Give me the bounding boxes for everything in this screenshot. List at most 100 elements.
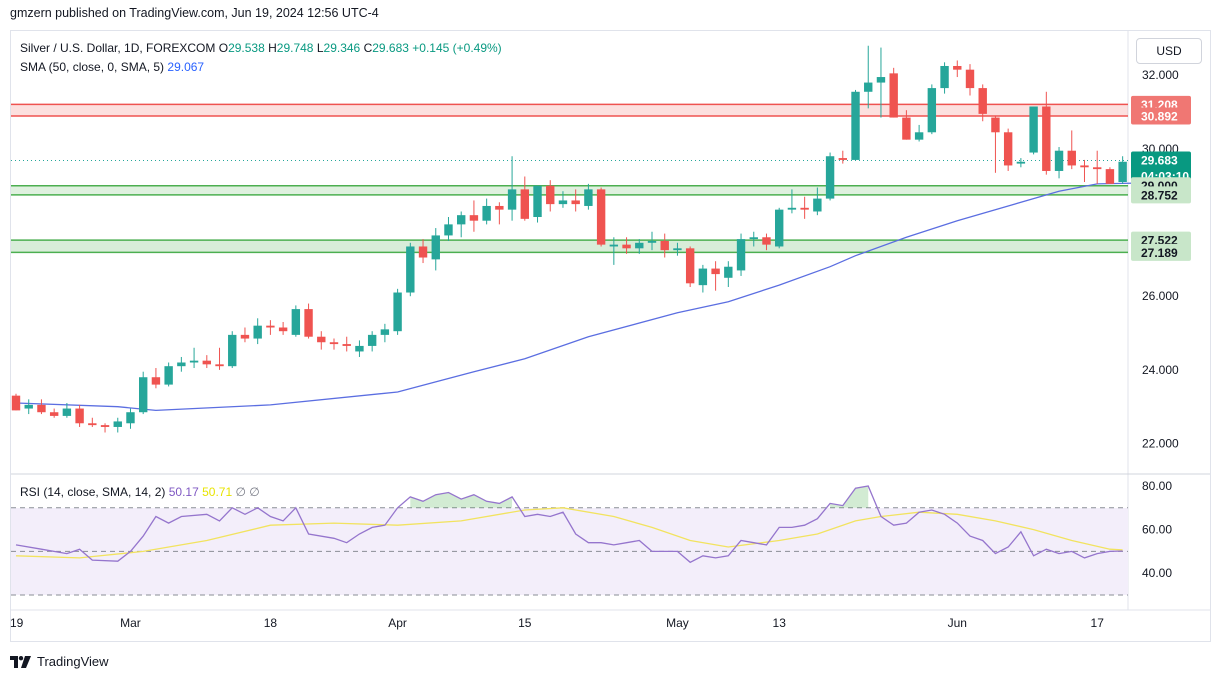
high-label: H — [268, 41, 277, 55]
candle — [367, 331, 377, 352]
candle-body — [240, 334, 250, 339]
candle-body — [291, 309, 301, 335]
candle — [100, 423, 110, 433]
candle-body — [75, 408, 84, 424]
candle — [711, 261, 720, 291]
candle — [864, 45, 873, 109]
resistance-zone — [11, 104, 1128, 117]
candle-body — [520, 189, 529, 219]
candle — [1093, 150, 1102, 184]
candle-body — [889, 73, 898, 118]
candle — [113, 417, 122, 433]
rsi-overbought-fill — [410, 492, 513, 508]
candle — [469, 200, 479, 232]
resistance-bottom-label: 30.892 — [1141, 110, 1178, 124]
candle — [825, 152, 835, 201]
low-label: L — [316, 41, 324, 55]
candle-body — [876, 77, 886, 83]
candle — [482, 198, 491, 225]
candle — [558, 191, 568, 208]
last-price-label: 29.683 — [1141, 154, 1178, 168]
candle — [317, 331, 326, 350]
candle-body — [49, 412, 59, 416]
candle — [584, 183, 593, 210]
candle — [749, 231, 758, 247]
candle-body — [177, 362, 186, 367]
support-lower-bottom-label-bg — [1131, 243, 1191, 261]
sma-label[interactable]: SMA (50, close, 0, SMA, 5) — [20, 60, 165, 74]
candle — [1054, 147, 1064, 179]
candle-body — [546, 185, 555, 205]
candle-body — [571, 200, 580, 205]
candle-body — [851, 91, 860, 160]
candle — [813, 187, 822, 216]
candle-body — [37, 404, 46, 413]
candle-body — [304, 309, 313, 337]
candle-body — [100, 425, 110, 427]
sma-line — [15, 182, 1136, 412]
time-axis-tick: 15 — [518, 616, 532, 630]
candle-body — [762, 237, 771, 245]
candle — [418, 239, 428, 264]
candle-body — [266, 325, 275, 328]
candle-body — [1105, 169, 1115, 184]
candle-body — [596, 189, 606, 245]
candle-body — [215, 364, 224, 367]
candle — [329, 338, 339, 350]
price-axis-tick: 22.000 — [1142, 437, 1179, 451]
candle — [291, 305, 301, 337]
candle-body — [406, 246, 415, 293]
candle-body — [151, 377, 161, 385]
candle — [1118, 156, 1127, 184]
candle-body — [507, 189, 517, 210]
support-zone-lower — [11, 240, 1128, 253]
tradingview-branding[interactable]: TradingView — [10, 654, 109, 669]
currency-button[interactable]: USD — [1136, 38, 1202, 64]
candle-body — [342, 344, 351, 346]
candle — [228, 331, 237, 369]
candle-body — [367, 334, 377, 346]
time-axis-tick: Apr — [388, 616, 407, 630]
time-axis-tick: Mar — [120, 616, 141, 630]
candle — [393, 288, 402, 335]
candle — [647, 231, 657, 251]
candle-body — [355, 345, 364, 352]
candle — [851, 89, 860, 160]
candle — [1016, 158, 1026, 168]
price-axis-tick: 26.000 — [1142, 289, 1179, 303]
candle — [406, 242, 415, 297]
rsi-legend-line: RSI (14, close, SMA, 14, 2) 50.17 50.71 … — [20, 485, 260, 499]
candle-body — [711, 268, 720, 275]
candle-body — [444, 224, 453, 236]
candle-body — [1003, 132, 1013, 166]
candle-body — [927, 88, 937, 133]
tradingview-logo-icon — [10, 655, 32, 668]
time-axis-tick: 18 — [264, 616, 278, 630]
candle — [991, 115, 1000, 173]
candle — [457, 211, 466, 238]
price-legend-line: Silver / U.S. Dollar, 1D, FOREXCOM O29.5… — [20, 41, 502, 55]
candle — [571, 189, 580, 212]
candle — [927, 84, 937, 135]
candle — [546, 180, 555, 212]
candle — [37, 399, 46, 415]
candle — [940, 62, 949, 94]
candle — [800, 196, 809, 219]
candle — [151, 368, 161, 389]
symbol-label[interactable]: Silver / U.S. Dollar, 1D, FOREXCOM — [20, 41, 216, 55]
candle — [342, 336, 351, 352]
change-value: +0.145 (+0.49%) — [412, 41, 502, 55]
rsi-label[interactable]: RSI (14, close, SMA, 14, 2) — [20, 485, 166, 499]
candle-body — [1042, 106, 1051, 171]
candle — [685, 246, 695, 287]
candle-body — [787, 207, 797, 210]
candle-body — [673, 248, 682, 251]
candle-body — [533, 185, 542, 218]
candle-body — [775, 209, 784, 247]
candle-body — [914, 132, 924, 140]
open-label: O — [218, 41, 229, 55]
rsi-line — [15, 485, 1123, 564]
candle — [266, 320, 275, 335]
support-upper-bottom-label: 28.752 — [1141, 188, 1178, 202]
